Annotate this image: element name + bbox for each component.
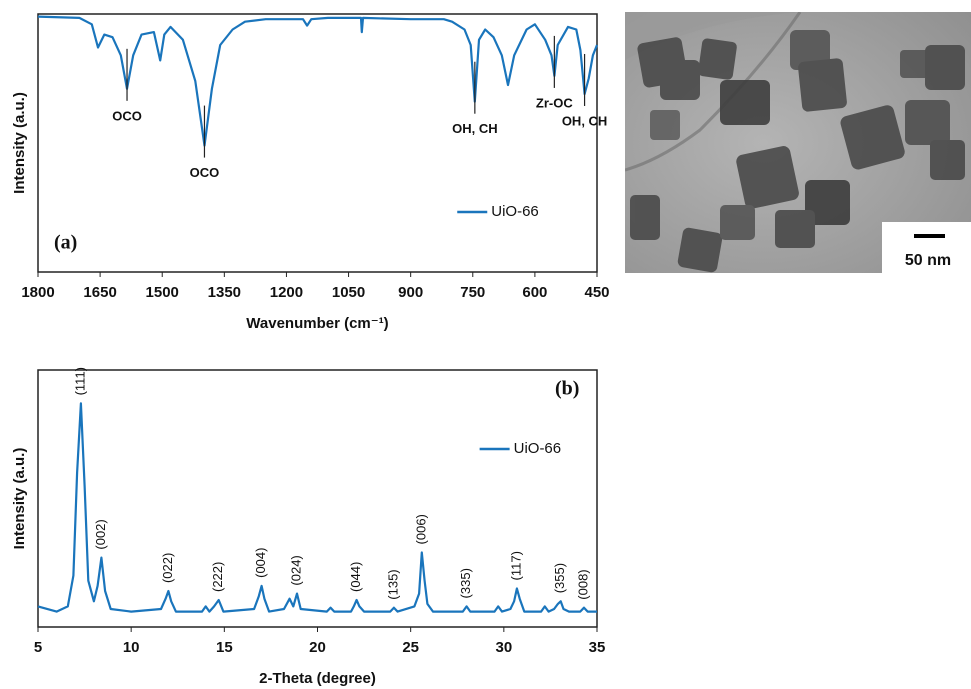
peak-label: (022) bbox=[160, 553, 175, 583]
x-tick-label: 750 bbox=[460, 284, 485, 301]
panel-label: (b) bbox=[555, 378, 579, 400]
x-tick-label: 25 bbox=[402, 639, 419, 656]
peak-label: (135) bbox=[385, 569, 400, 599]
peak-label: (002) bbox=[93, 519, 108, 549]
x-tick-label: 450 bbox=[584, 284, 609, 301]
x-tick-label: 1200 bbox=[270, 284, 303, 301]
x-tick-label: 35 bbox=[589, 639, 606, 656]
x-tick-label: 10 bbox=[123, 639, 140, 656]
x-tick-label: 5 bbox=[34, 639, 42, 656]
peak-label: (355) bbox=[552, 563, 567, 593]
x-axis-label: 2-Theta (degree) bbox=[259, 670, 376, 687]
plot-frame bbox=[37, 369, 598, 628]
peak-label: (117) bbox=[508, 551, 523, 580]
tem-image bbox=[625, 12, 971, 273]
annotation-label: OCO bbox=[112, 108, 142, 123]
x-tick-label: 15 bbox=[216, 639, 233, 656]
peak-label: (008) bbox=[575, 569, 590, 599]
y-axis-label: Intensity (a.u.) bbox=[11, 92, 28, 194]
peak-label: (335) bbox=[458, 568, 473, 598]
annotation-label: Zr-OC bbox=[536, 95, 573, 110]
x-axis-label: Wavenumber (cm⁻¹) bbox=[246, 315, 388, 332]
peak-label: (222) bbox=[210, 562, 225, 592]
x-tick-label: 1050 bbox=[332, 284, 365, 301]
x-tick-label: 900 bbox=[398, 284, 423, 301]
annotation-label: OH, CH bbox=[452, 121, 498, 136]
x-tick-label: 30 bbox=[495, 639, 512, 656]
x-tick-label: 600 bbox=[522, 284, 547, 301]
panel-label: (a) bbox=[54, 232, 77, 254]
peak-label: (006) bbox=[413, 514, 428, 544]
annotation-label: OCO bbox=[190, 165, 220, 180]
peak-label: (024) bbox=[288, 555, 303, 585]
y-axis-label: Intensity (a.u.) bbox=[11, 448, 28, 550]
scale-bar-label: 50 nm bbox=[905, 252, 951, 269]
x-tick-label: 1350 bbox=[208, 284, 241, 301]
plot-frame bbox=[37, 13, 598, 273]
data-line bbox=[37, 402, 597, 613]
data-line bbox=[37, 15, 599, 147]
x-tick-label: 1500 bbox=[146, 284, 179, 301]
legend-label: UiO-66 bbox=[491, 203, 539, 220]
peak-label: (004) bbox=[253, 548, 268, 578]
peak-label: (111) bbox=[72, 367, 87, 395]
x-tick-label: 20 bbox=[309, 639, 326, 656]
legend-label: UiO-66 bbox=[514, 440, 562, 457]
peak-label: (044) bbox=[348, 562, 363, 592]
x-tick-label: 1800 bbox=[21, 284, 54, 301]
x-tick-label: 1650 bbox=[83, 284, 116, 301]
annotation-label: OH, CH bbox=[562, 113, 608, 128]
